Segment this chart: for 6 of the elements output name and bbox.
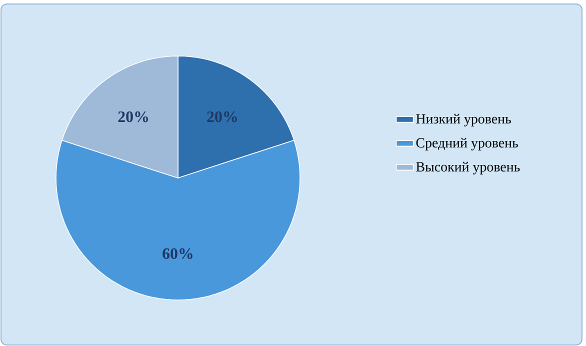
legend-label: Средний уровень	[416, 138, 518, 150]
data-label: 60%	[162, 248, 192, 260]
legend-label: Высокий уровень	[416, 162, 520, 174]
data-label: 20%	[207, 111, 237, 122]
data-label: 20%	[118, 111, 148, 122]
legend-label: Низкий уровень	[416, 114, 511, 126]
